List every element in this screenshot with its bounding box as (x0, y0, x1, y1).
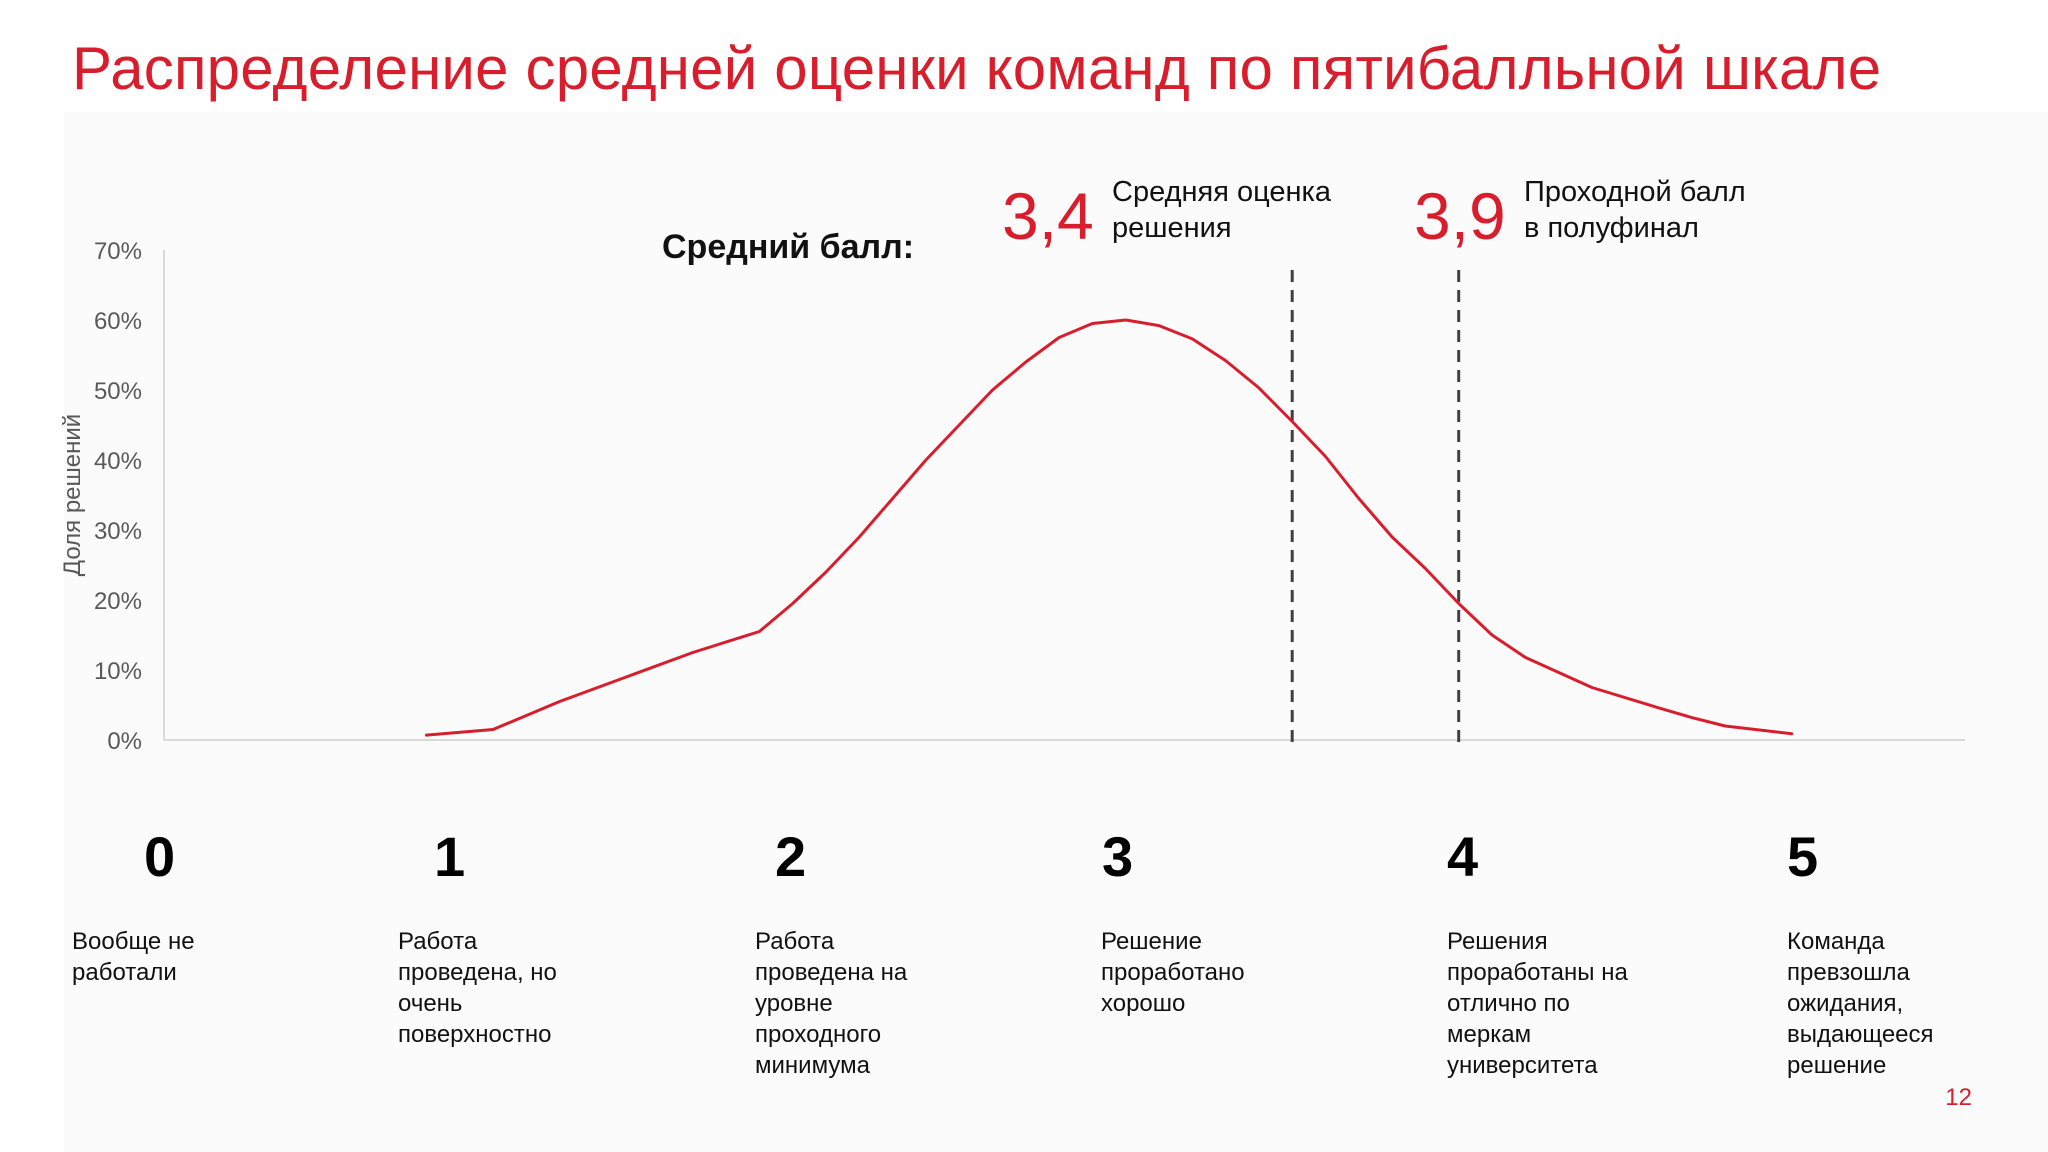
scale-description: Решения проработаны на отлично по меркам… (1447, 928, 1628, 1079)
scale-number: 2 (775, 825, 807, 888)
scale-number: 3 (1102, 825, 1134, 888)
scale-description: Работа проведена, но очень поверхностно (398, 928, 557, 1048)
mean-score-caption: Средняя оценка решения (1112, 174, 1372, 246)
y-axis-title: Доля решений (59, 414, 86, 576)
scale-number: 5 (1787, 825, 1819, 888)
scale-item-1: 1 Работа проведена, но очень поверхностн… (398, 822, 628, 1050)
scale-description: Решение проработано хорошо (1101, 928, 1245, 1017)
y-tick-label: 10% (94, 658, 142, 685)
distribution-line (424, 318, 1794, 737)
scale-item-5: 5 Команда превзошла ожидания, выдающееся… (1787, 822, 2017, 1081)
scale-description: Работа проведена на уровне проходного ми… (755, 928, 908, 1079)
scale-description: Вообще не работали (72, 928, 195, 986)
y-tick-label: 40% (94, 448, 142, 475)
scale-item-3: 3 Решение проработано хорошо (1101, 822, 1331, 1019)
mean-score-label: Средний балл: (662, 228, 915, 266)
scale-item-0: 0 Вообще не работали (72, 822, 302, 988)
y-tick-label: 70% (94, 238, 142, 265)
mean-score-value: 3,4 (1002, 179, 1094, 253)
mean-score-caption-line2: решения (1112, 212, 1232, 244)
scale-number: 1 (434, 825, 466, 888)
y-tick-label: 60% (94, 308, 142, 335)
slide-title: Распределение средней оценки команд по п… (72, 35, 1882, 102)
passing-score-caption-line2: в полуфинал (1524, 212, 1699, 244)
y-tick-label: 0% (107, 728, 142, 755)
y-tick-label: 20% (94, 588, 142, 615)
y-tick-label: 50% (94, 378, 142, 405)
scale-item-2: 2 Работа проведена на уровне проходного … (755, 822, 985, 1081)
scale-item-4: 4 Решения проработаны на отлично по мерк… (1447, 822, 1677, 1081)
passing-score-caption-line1: Проходной балл (1524, 176, 1746, 208)
page-number: 12 (1945, 1084, 1972, 1111)
mean-score-caption-line1: Средняя оценка (1112, 176, 1331, 208)
scale-description: Команда превзошла ожидания, выдающееся р… (1787, 928, 1934, 1079)
passing-score-value: 3,9 (1414, 179, 1506, 253)
scale-number: 4 (1447, 825, 1479, 888)
content-area (64, 112, 2048, 1152)
passing-score-caption: Проходной балл в полуфинал (1524, 174, 1784, 246)
scale-number: 0 (144, 825, 176, 888)
y-tick-label: 30% (94, 518, 142, 545)
